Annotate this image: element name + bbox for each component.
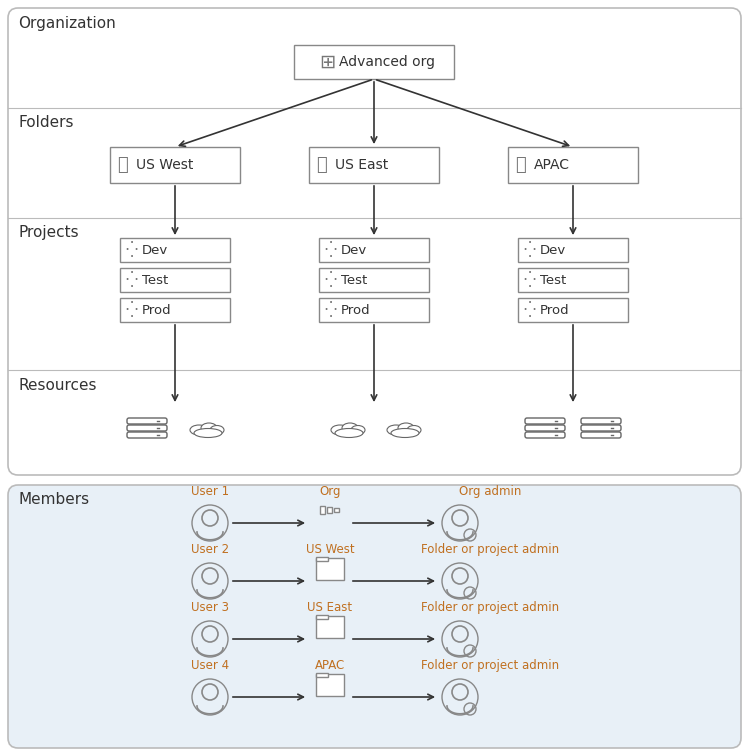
Text: ⁛: ⁛	[523, 242, 535, 258]
Text: Test: Test	[341, 274, 367, 286]
Text: ⁛: ⁛	[125, 302, 137, 318]
FancyBboxPatch shape	[127, 432, 167, 438]
Text: US East: US East	[335, 158, 388, 172]
Text: Folders: Folders	[18, 115, 73, 130]
Text: Test: Test	[142, 274, 169, 286]
Text: User 2: User 2	[191, 543, 229, 556]
Text: Folder or project admin: Folder or project admin	[421, 659, 559, 672]
FancyBboxPatch shape	[316, 674, 344, 696]
Ellipse shape	[351, 425, 365, 434]
Text: Folder or project admin: Folder or project admin	[421, 543, 559, 556]
Ellipse shape	[387, 425, 405, 435]
Ellipse shape	[210, 425, 224, 434]
Text: Org: Org	[319, 485, 341, 498]
Text: US West: US West	[136, 158, 193, 172]
Ellipse shape	[391, 428, 419, 437]
Ellipse shape	[342, 423, 358, 433]
Text: US West: US West	[306, 543, 354, 556]
Ellipse shape	[190, 425, 208, 435]
FancyBboxPatch shape	[316, 673, 328, 677]
FancyBboxPatch shape	[316, 558, 344, 580]
FancyBboxPatch shape	[518, 238, 628, 262]
FancyBboxPatch shape	[327, 507, 332, 513]
FancyBboxPatch shape	[294, 45, 454, 79]
Text: Dev: Dev	[142, 244, 169, 256]
FancyBboxPatch shape	[525, 432, 565, 438]
Text: US East: US East	[307, 601, 353, 614]
Text: Folder or project admin: Folder or project admin	[421, 601, 559, 614]
Text: ⁛: ⁛	[523, 272, 535, 288]
Ellipse shape	[398, 423, 414, 433]
Ellipse shape	[331, 425, 349, 435]
FancyBboxPatch shape	[518, 268, 628, 292]
Ellipse shape	[407, 425, 421, 434]
Text: Advanced org: Advanced org	[339, 55, 435, 69]
FancyBboxPatch shape	[581, 418, 621, 424]
Text: ⁛: ⁛	[324, 302, 336, 318]
Text: ⁛: ⁛	[125, 272, 137, 288]
Text: Organization: Organization	[18, 16, 116, 31]
FancyBboxPatch shape	[309, 147, 439, 183]
Text: User 1: User 1	[191, 485, 229, 498]
FancyBboxPatch shape	[120, 238, 230, 262]
FancyBboxPatch shape	[518, 298, 628, 322]
FancyBboxPatch shape	[120, 298, 230, 322]
FancyBboxPatch shape	[581, 425, 621, 431]
Text: ⁛: ⁛	[125, 242, 137, 258]
Ellipse shape	[194, 428, 222, 437]
FancyBboxPatch shape	[120, 268, 230, 292]
FancyBboxPatch shape	[316, 616, 344, 638]
FancyBboxPatch shape	[110, 147, 240, 183]
FancyBboxPatch shape	[581, 432, 621, 438]
Text: Dev: Dev	[341, 244, 367, 256]
Text: Org admin: Org admin	[459, 485, 521, 498]
Text: Resources: Resources	[18, 378, 97, 393]
FancyBboxPatch shape	[8, 8, 741, 475]
FancyBboxPatch shape	[127, 425, 167, 431]
Text: Members: Members	[18, 492, 89, 507]
FancyBboxPatch shape	[319, 238, 429, 262]
FancyBboxPatch shape	[319, 298, 429, 322]
Text: Projects: Projects	[18, 225, 79, 240]
FancyBboxPatch shape	[316, 557, 328, 561]
Text: Dev: Dev	[540, 244, 566, 256]
Ellipse shape	[335, 428, 363, 437]
FancyBboxPatch shape	[525, 425, 565, 431]
FancyBboxPatch shape	[334, 508, 339, 512]
Ellipse shape	[201, 423, 217, 433]
FancyBboxPatch shape	[508, 147, 638, 183]
Text: ⁛: ⁛	[324, 242, 336, 258]
FancyBboxPatch shape	[127, 418, 167, 424]
Text: Prod: Prod	[540, 304, 570, 316]
Text: ⁛: ⁛	[324, 272, 336, 288]
Text: 🗀: 🗀	[117, 156, 128, 174]
Text: User 3: User 3	[191, 601, 229, 614]
Text: APAC: APAC	[315, 659, 345, 672]
Text: ⊞: ⊞	[319, 53, 336, 71]
Text: Test: Test	[540, 274, 566, 286]
Text: 🗀: 🗀	[515, 156, 526, 174]
Text: APAC: APAC	[534, 158, 570, 172]
Text: User 4: User 4	[191, 659, 229, 672]
FancyBboxPatch shape	[316, 615, 328, 619]
Text: Prod: Prod	[142, 304, 172, 316]
FancyBboxPatch shape	[320, 506, 325, 514]
FancyBboxPatch shape	[525, 418, 565, 424]
Text: Prod: Prod	[341, 304, 371, 316]
Text: ⁛: ⁛	[523, 302, 535, 318]
Text: 🗀: 🗀	[316, 156, 327, 174]
FancyBboxPatch shape	[8, 485, 741, 748]
FancyBboxPatch shape	[319, 268, 429, 292]
